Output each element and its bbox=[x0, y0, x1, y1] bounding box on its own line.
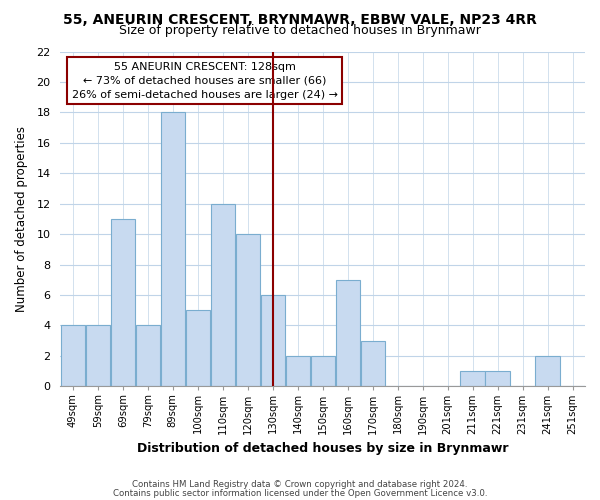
Bar bbox=[311, 356, 335, 386]
Bar bbox=[236, 234, 260, 386]
Y-axis label: Number of detached properties: Number of detached properties bbox=[15, 126, 28, 312]
Bar bbox=[361, 340, 385, 386]
Bar bbox=[61, 326, 85, 386]
Text: Contains public sector information licensed under the Open Government Licence v3: Contains public sector information licen… bbox=[113, 488, 487, 498]
Text: 55, ANEURIN CRESCENT, BRYNMAWR, EBBW VALE, NP23 4RR: 55, ANEURIN CRESCENT, BRYNMAWR, EBBW VAL… bbox=[63, 12, 537, 26]
Bar bbox=[211, 204, 235, 386]
Bar bbox=[485, 371, 509, 386]
X-axis label: Distribution of detached houses by size in Brynmawr: Distribution of detached houses by size … bbox=[137, 442, 508, 455]
Bar bbox=[161, 112, 185, 386]
Bar bbox=[86, 326, 110, 386]
Bar bbox=[136, 326, 160, 386]
Text: Size of property relative to detached houses in Brynmawr: Size of property relative to detached ho… bbox=[119, 24, 481, 37]
Bar bbox=[535, 356, 560, 386]
Bar bbox=[185, 310, 210, 386]
Bar bbox=[460, 371, 485, 386]
Bar bbox=[286, 356, 310, 386]
Text: Contains HM Land Registry data © Crown copyright and database right 2024.: Contains HM Land Registry data © Crown c… bbox=[132, 480, 468, 489]
Bar bbox=[335, 280, 360, 386]
Bar bbox=[260, 295, 285, 386]
Text: 55 ANEURIN CRESCENT: 128sqm
← 73% of detached houses are smaller (66)
26% of sem: 55 ANEURIN CRESCENT: 128sqm ← 73% of det… bbox=[71, 62, 338, 100]
Bar bbox=[110, 219, 135, 386]
